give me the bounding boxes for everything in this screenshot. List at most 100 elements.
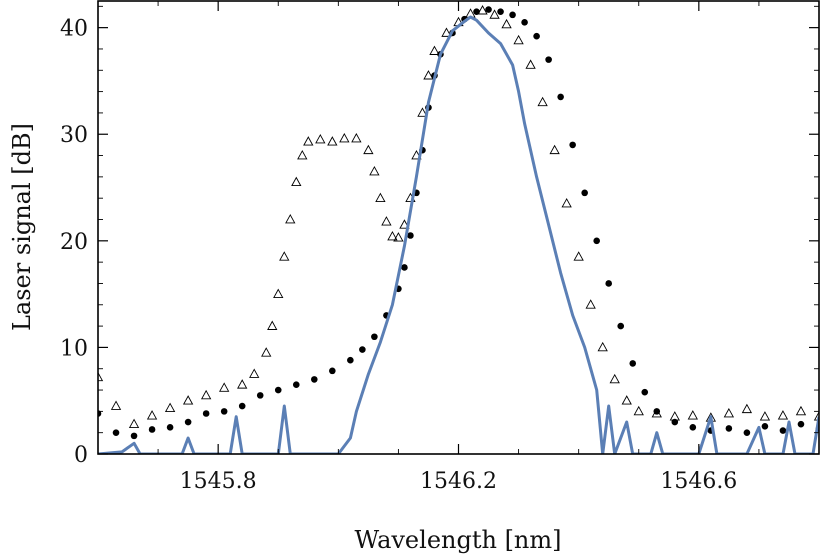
triangle-point (279, 251, 290, 261)
circle-point (641, 388, 649, 396)
triangle-point (164, 402, 176, 413)
triangle-point (723, 407, 735, 418)
circle-point (238, 402, 246, 410)
y-tick-label: 10 (60, 336, 88, 361)
triangle-point (585, 299, 596, 309)
circle-point (401, 264, 408, 271)
triangle-point (795, 405, 807, 416)
triangle-point (597, 341, 608, 352)
triangle-point (249, 368, 260, 378)
triangle-point (525, 59, 536, 69)
circle-point (329, 367, 336, 375)
triangle-point (128, 418, 140, 429)
triangle-point (267, 320, 278, 330)
circle-point (256, 392, 264, 399)
circle-point (605, 280, 613, 287)
triangle-point (633, 405, 644, 416)
triangle-point (621, 395, 632, 405)
triangle-point (423, 70, 434, 80)
triangle-point (441, 27, 452, 37)
circle-point (509, 11, 516, 19)
circle-point (485, 6, 492, 13)
y-tick-label: 0 (74, 443, 88, 468)
triangle-point (261, 347, 272, 357)
triangle-point (375, 192, 386, 203)
triangle-point (351, 132, 362, 143)
triangle-point (291, 176, 302, 187)
circle-point (184, 418, 192, 426)
triangle-point (339, 132, 350, 143)
circle-point (725, 425, 733, 432)
triangle-point (369, 166, 380, 176)
y-tick-label: 20 (60, 230, 88, 255)
triangle-point (381, 216, 392, 226)
x-tick-label: 1546.2 (420, 469, 497, 494)
plot-frame (97, 0, 820, 455)
triangle-point (363, 144, 374, 155)
circle-point (581, 189, 588, 197)
circle-point (743, 429, 751, 436)
triangle-point (609, 373, 620, 384)
triangle-point (327, 136, 338, 146)
triangle-point (393, 232, 404, 242)
triangle-point (315, 134, 326, 144)
circle-point (371, 333, 378, 341)
circle-point (653, 408, 661, 415)
y-tick-label: 40 (60, 17, 88, 42)
triangle-point (297, 150, 308, 160)
circle-point (797, 420, 805, 428)
triangle-point (687, 410, 698, 420)
x-tick-label: 1546.6 (660, 469, 737, 494)
circle-point (545, 56, 552, 63)
circle-point (130, 432, 138, 440)
circle-point (521, 19, 528, 26)
triangle-point (417, 107, 428, 117)
circle-point (359, 346, 366, 353)
triangle-point (182, 395, 194, 405)
triangle-point (573, 251, 584, 261)
circle-point (629, 360, 637, 367)
triangle-point (98, 371, 104, 382)
circle-point (593, 237, 600, 245)
triangle-point (813, 411, 819, 421)
series-layer (98, 5, 819, 454)
triangle-point (429, 45, 440, 55)
triangle-point (200, 389, 212, 400)
triangle-point (501, 18, 512, 29)
circle-point (617, 322, 625, 330)
circle-point (497, 8, 504, 15)
circle-point (533, 32, 540, 40)
circle-point (292, 381, 300, 389)
series-line (98, 15, 819, 454)
circle-point (761, 422, 769, 430)
y-tick-label: 30 (60, 123, 88, 148)
circle-point (311, 376, 318, 383)
x-tick-label: 1545.8 (180, 469, 257, 494)
triangle-point (549, 144, 560, 155)
circle-point (166, 424, 174, 431)
triangle-point (777, 410, 789, 420)
triangle-point (237, 379, 248, 389)
triangle-point (399, 219, 410, 229)
triangle-point (285, 213, 296, 224)
circle-point (220, 408, 228, 415)
triangle-point (513, 34, 524, 45)
circle-point (557, 93, 564, 101)
triangle-point (489, 9, 500, 19)
triangle-point (110, 400, 122, 410)
circle-point (407, 232, 414, 239)
triangle-point (387, 231, 398, 241)
circle-point (689, 424, 697, 431)
circle-point (148, 426, 156, 433)
circle-point (347, 356, 354, 364)
circle-point (671, 418, 679, 426)
triangle-point (741, 403, 753, 414)
circle-point (779, 427, 787, 434)
axes-layer: 1545.8 1546.2 1546.6 0 10 20 30 40 (60, 1, 820, 494)
circle-point (98, 410, 102, 417)
x-axis-title: Wavelength [nm] (354, 526, 561, 554)
triangle-point (273, 288, 284, 298)
circle-point (112, 429, 120, 436)
triangle-point (537, 96, 548, 107)
